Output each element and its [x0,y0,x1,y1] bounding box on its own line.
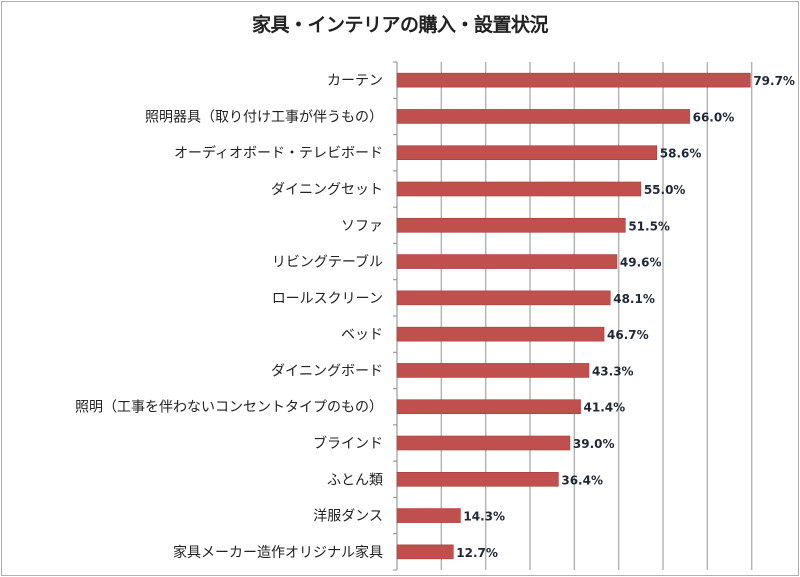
category-label: リビングテーブル [272,254,383,271]
bar [396,508,461,523]
category-label: オーディオボード・テレビボード [174,145,383,162]
data-label: 14.3% [463,510,505,524]
category-label: 洋服ダンス [313,509,383,525]
data-label: 51.5% [628,219,670,233]
data-label: 79.7% [753,74,795,88]
data-label: 48.1% [613,292,655,306]
data-label: 66.0% [693,110,735,124]
category-label: 照明器具（取り付け工事が伴うもの） [145,109,383,125]
bar [396,145,658,161]
category-label: カーテン [327,73,383,89]
bar [396,290,611,306]
data-label: 39.0% [573,437,615,451]
data-label: 43.3% [592,364,634,378]
bar [396,544,454,560]
bar [396,363,590,378]
category-label: ブラインド [313,435,383,452]
data-label: 12.7% [456,546,498,560]
bar [396,72,751,88]
chart-title: 家具・インテリアの購入・設置状況 [251,14,549,36]
bar [396,217,626,233]
bar [396,181,642,197]
data-label: 58.6% [660,147,702,161]
bar [396,435,571,451]
category-label: ダイニングボード [271,363,383,379]
bar [396,399,581,415]
category-label: ふとん類 [327,472,383,488]
category-label: 照明（工事を伴わないコンセントタイプのもの） [75,400,383,416]
bar [396,326,605,342]
category-label: ダイニングセット [271,182,383,198]
category-label: ソファ [341,218,383,234]
data-label: 46.7% [607,328,649,342]
category-label: ロールスクリーン [272,291,383,307]
category-label: ベッド [341,327,383,343]
data-label: 49.6% [620,256,662,270]
bar [396,109,690,124]
bar [396,254,618,269]
data-label: 41.4% [584,401,626,415]
bar [396,471,559,487]
data-label: 55.0% [644,183,686,197]
data-label: 36.4% [561,473,603,487]
category-label: 家具メーカー造作オリジナル家具 [173,544,383,561]
